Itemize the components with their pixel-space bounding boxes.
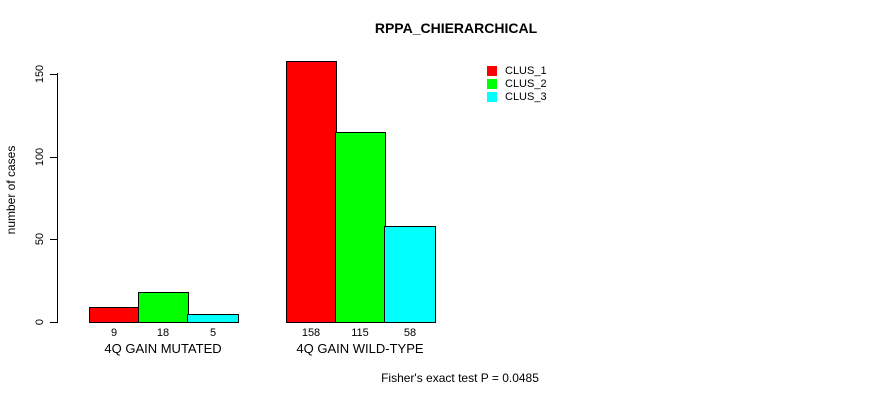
bar-clus-3-4q-gain-wild-type	[384, 226, 436, 323]
y-axis-tick-label: 100	[34, 147, 46, 167]
bar-clus-3-4q-gain-mutated	[187, 314, 239, 323]
bar-value-label: 9	[110, 327, 118, 339]
bar-clus-1-4q-gain-wild-type	[286, 61, 337, 323]
y-axis-label: number of cases	[4, 145, 18, 235]
y-axis-line	[57, 73, 58, 323]
y-axis-tick-label: 50	[34, 232, 46, 246]
legend-label: CLUS_2	[505, 77, 547, 90]
legend-item-clus-2: CLUS_2	[487, 77, 547, 90]
legend-item-clus-1: CLUS_1	[487, 64, 547, 77]
legend-item-clus-3: CLUS_3	[487, 90, 547, 103]
y-axis-tick	[50, 239, 57, 240]
bar-value-label: 18	[156, 327, 170, 339]
chart-title: RPPA_CHIERARCHICAL	[374, 20, 538, 36]
y-axis-tick-label: 0	[34, 318, 46, 326]
legend-swatch-clus-2	[487, 78, 497, 89]
legend: CLUS_1 CLUS_2 CLUS_3	[487, 64, 547, 103]
category-label-4q-gain-mutated: 4Q GAIN MUTATED	[104, 341, 222, 356]
category-label-4q-gain-wild-type: 4Q GAIN WILD-TYPE	[296, 341, 424, 356]
bar-value-label: 5	[209, 327, 217, 339]
bar-value-label: 115	[351, 327, 369, 339]
legend-swatch-clus-1	[487, 65, 497, 76]
annotation-text: Fisher's exact test P = 0.0485	[381, 371, 539, 385]
y-axis-tick	[50, 157, 57, 158]
bar-value-label: 158	[301, 327, 321, 339]
bar-clus-2-4q-gain-wild-type	[335, 132, 386, 323]
bar-clus-2-4q-gain-mutated	[138, 292, 189, 323]
bar-value-label: 58	[403, 327, 417, 339]
y-axis-tick-label: 150	[34, 64, 46, 84]
legend-swatch-clus-3	[487, 91, 497, 102]
bar-clus-1-4q-gain-mutated	[89, 307, 140, 323]
y-axis-tick	[50, 74, 57, 75]
y-axis-tick	[50, 322, 57, 323]
legend-label: CLUS_1	[505, 64, 547, 77]
legend-label: CLUS_3	[505, 90, 547, 103]
